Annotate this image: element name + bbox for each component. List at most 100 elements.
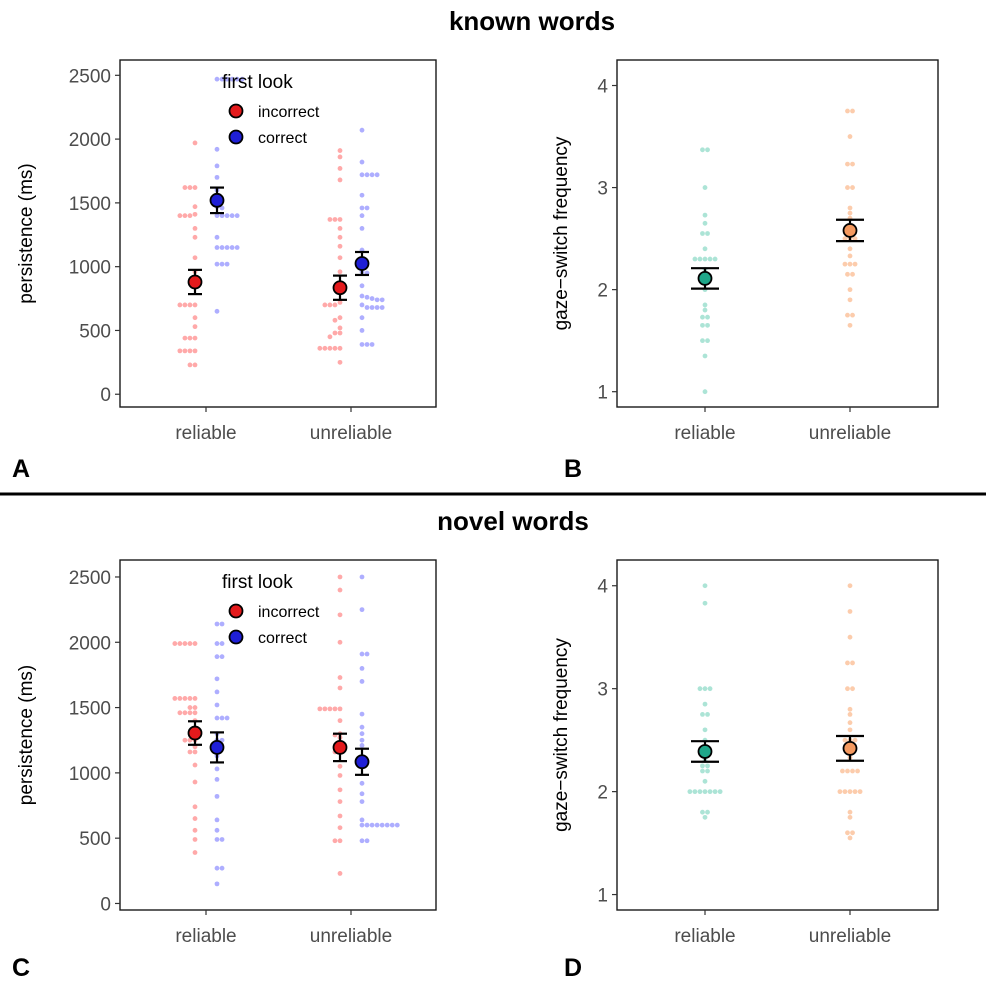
data-point-incorrect — [337, 345, 343, 351]
panel-label-c: C — [12, 954, 30, 982]
data-point-correct — [359, 172, 365, 178]
data-point-reliable — [707, 789, 713, 795]
data-point-unreliable — [842, 737, 848, 743]
data-point-incorrect — [192, 185, 198, 190]
data-point-incorrect — [337, 325, 343, 331]
data-point-correct — [369, 342, 375, 347]
mean-point-incorrect — [187, 725, 203, 741]
data-point-unreliable — [850, 830, 855, 836]
data-point-incorrect — [177, 213, 183, 219]
data-point-incorrect — [327, 217, 333, 222]
legend-label-correct: correct — [258, 130, 307, 147]
y-tick-label: 1500 — [69, 194, 111, 215]
data-point-correct — [214, 881, 220, 887]
data-point-unreliable — [845, 161, 850, 167]
data-point-correct — [219, 715, 225, 721]
data-point-unreliable — [847, 205, 853, 211]
x-tick-label: unreliable — [310, 926, 392, 947]
data-point-incorrect — [182, 696, 188, 701]
y-tick-label: 0 — [100, 894, 111, 915]
y-axis-title: gaze−switch frequency — [551, 136, 572, 330]
data-point-incorrect — [337, 177, 343, 183]
data-point-reliable — [702, 307, 708, 313]
data-point-correct — [359, 679, 365, 684]
y-axis-title: gaze−switch frequency — [551, 638, 572, 832]
data-point-reliable — [702, 727, 708, 733]
mean-point-unreliable — [842, 740, 858, 756]
x-tick-label: reliable — [674, 423, 735, 444]
data-point-incorrect — [177, 641, 183, 646]
data-point-unreliable — [850, 185, 855, 190]
data-point-correct — [374, 822, 380, 828]
data-point-incorrect — [337, 639, 343, 645]
data-point-unreliable — [847, 789, 853, 795]
data-point-incorrect — [192, 225, 198, 231]
legend-key-incorrect — [228, 103, 244, 119]
data-point-unreliable — [847, 706, 853, 712]
data-point-unreliable — [850, 660, 855, 666]
data-point-incorrect — [337, 166, 343, 171]
data-point-incorrect — [337, 315, 343, 321]
data-point-correct — [369, 305, 375, 310]
data-point-incorrect — [337, 763, 343, 769]
data-point-unreliable — [852, 236, 858, 242]
mean-point-incorrect — [332, 740, 348, 755]
data-point-unreliable — [845, 660, 850, 666]
data-point-incorrect — [182, 213, 188, 219]
y-tick-label: 2 — [597, 783, 608, 804]
data-point-correct — [359, 817, 365, 823]
section-title-novel: novel words — [437, 506, 589, 536]
data-point-correct — [359, 127, 365, 133]
data-point-incorrect — [317, 345, 323, 351]
data-point-unreliable — [845, 686, 850, 692]
data-point-incorrect — [187, 710, 193, 716]
data-point-reliable — [697, 686, 703, 692]
plot-frame — [119, 59, 437, 408]
data-point-unreliable — [842, 236, 848, 242]
mean-point-correct — [209, 740, 225, 755]
data-point-unreliable — [847, 727, 853, 733]
data-point-reliable — [700, 809, 705, 815]
data-point-correct — [359, 737, 365, 743]
data-point-correct — [379, 297, 385, 303]
data-point-correct — [359, 651, 365, 657]
data-point-reliable — [697, 256, 703, 262]
data-point-correct — [214, 676, 220, 682]
data-point-correct — [214, 163, 220, 169]
data-point-incorrect — [192, 140, 198, 146]
data-point-incorrect — [192, 234, 198, 240]
x-tick-label: unreliable — [809, 926, 891, 947]
data-point-unreliable — [847, 287, 853, 293]
data-point-incorrect — [332, 706, 338, 712]
data-point-incorrect — [332, 838, 338, 844]
data-point-correct — [359, 205, 365, 211]
panel-c-persistence-novel: 0 500 1000 1500 2000 2500 reliable unreliable pe… — [16, 559, 437, 947]
y-tick-label: 2500 — [69, 568, 111, 589]
data-point-incorrect — [327, 334, 333, 340]
data-point-incorrect — [192, 749, 198, 755]
data-point-reliable — [700, 763, 705, 769]
data-point-reliable — [700, 338, 705, 344]
data-point-unreliable — [845, 108, 850, 114]
data-point-correct — [364, 294, 370, 300]
y-tick-label: 2 — [597, 281, 608, 302]
data-point-incorrect — [182, 302, 188, 308]
data-point-reliable — [687, 789, 693, 795]
data-point-reliable — [702, 686, 708, 692]
data-point-correct — [214, 777, 220, 782]
data-point-incorrect — [182, 710, 188, 716]
data-point-reliable — [707, 256, 713, 262]
data-point-correct — [369, 296, 375, 301]
data-point-incorrect — [182, 348, 188, 354]
data-point-incorrect — [332, 330, 338, 336]
data-point-incorrect — [192, 696, 198, 701]
data-point-incorrect — [337, 685, 343, 691]
data-point-correct — [359, 192, 365, 198]
panel-b-gaze-switch-known: 1 2 3 4 reliable unreliable gaze−switch freque… — [551, 59, 939, 444]
data-point-reliable — [705, 231, 710, 236]
data-point-unreliable — [847, 814, 853, 820]
data-point-incorrect — [177, 302, 183, 308]
x-tick-label: unreliable — [809, 423, 891, 444]
data-point-incorrect — [337, 612, 343, 618]
data-point-correct — [214, 76, 220, 82]
